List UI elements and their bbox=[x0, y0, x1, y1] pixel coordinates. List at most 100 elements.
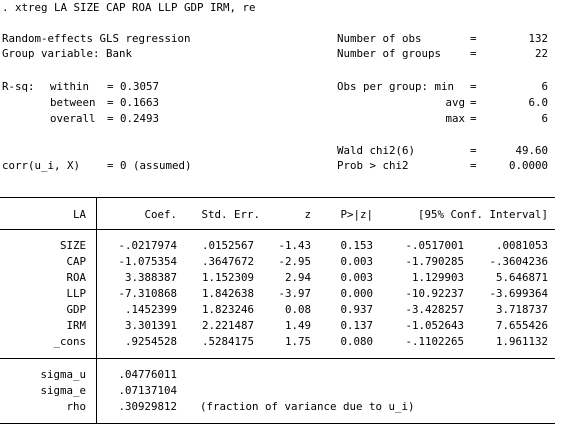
nobs-label: Number of obs bbox=[337, 32, 422, 45]
row-pvalue: 0.080 bbox=[340, 335, 373, 348]
row-z: 2.94 bbox=[284, 271, 311, 284]
rsq-between-value: = 0.1663 bbox=[107, 96, 160, 109]
table-header-rule bbox=[0, 229, 555, 230]
row-ci-low: -10.92237 bbox=[405, 287, 464, 300]
row-ci-high: 1.961132 bbox=[495, 335, 548, 348]
col-header-stderr: Std. Err. bbox=[201, 208, 260, 221]
row-z: 1.75 bbox=[284, 335, 311, 348]
row-coef: -.0217974 bbox=[118, 239, 177, 252]
row-stderr: .5284175 bbox=[201, 335, 254, 348]
col-header-pz: P>|z| bbox=[340, 208, 373, 221]
row-ci-high: 7.655426 bbox=[495, 319, 548, 332]
corr-label: corr(u_i, X) bbox=[2, 159, 81, 172]
row-z: -3.97 bbox=[278, 287, 311, 300]
wald-value: 49.60 bbox=[515, 144, 548, 157]
row-var: ROA bbox=[66, 271, 86, 284]
group-variable: Group variable: Bank bbox=[2, 47, 133, 60]
obs-avg-value: 6.0 bbox=[528, 96, 548, 109]
row-pvalue: 0.137 bbox=[340, 319, 373, 332]
row-var: _cons bbox=[53, 335, 86, 348]
row-pvalue: 0.000 bbox=[340, 287, 373, 300]
row-pvalue: 0.003 bbox=[340, 255, 373, 268]
sigma-u-value: .04776011 bbox=[118, 368, 177, 381]
table-column-divider bbox=[96, 197, 97, 423]
rsq-label: R-sq: bbox=[2, 80, 35, 93]
row-stderr: .3647672 bbox=[201, 255, 254, 268]
row-stderr: .0152567 bbox=[201, 239, 254, 252]
rsq-overall-label: overall bbox=[50, 112, 96, 125]
prob-label: Prob > chi2 bbox=[337, 159, 409, 172]
obs-avg-label: avg bbox=[445, 96, 465, 109]
row-coef: 3.301391 bbox=[124, 319, 177, 332]
row-z: -1.43 bbox=[278, 239, 311, 252]
row-ci-low: -1.052643 bbox=[405, 319, 464, 332]
command-line: . xtreg LA SIZE CAP ROA LLP GDP IRM, re bbox=[2, 1, 256, 14]
row-stderr: 2.221487 bbox=[201, 319, 254, 332]
row-ci-high: -.3604236 bbox=[489, 255, 548, 268]
rho-label: rho bbox=[66, 400, 86, 413]
row-coef: -1.075354 bbox=[118, 255, 177, 268]
model-title: Random-effects GLS regression bbox=[2, 32, 191, 45]
row-ci-low: -1.790285 bbox=[405, 255, 464, 268]
row-z: 0.08 bbox=[284, 303, 311, 316]
row-ci-high: -3.699364 bbox=[489, 287, 548, 300]
row-z: 1.49 bbox=[284, 319, 311, 332]
col-header-confint: [95% Conf. Interval] bbox=[417, 208, 548, 221]
obs-max-label: max bbox=[445, 112, 465, 125]
row-ci-low: -.0517001 bbox=[405, 239, 464, 252]
obs-min-label: Obs per group: min bbox=[337, 80, 455, 93]
row-ci-high: 3.718737 bbox=[495, 303, 548, 316]
col-header-z: z bbox=[304, 208, 311, 221]
row-stderr: 1.152309 bbox=[201, 271, 254, 284]
obs-min-equals: = bbox=[470, 80, 477, 93]
ngroups-value: 22 bbox=[534, 47, 548, 60]
obs-avg-equals: = bbox=[470, 96, 477, 109]
row-ci-low: 1.129903 bbox=[411, 271, 464, 284]
row-coef: -7.310868 bbox=[118, 287, 177, 300]
rho-note: (fraction of variance due to u_i) bbox=[200, 400, 415, 413]
nobs-equals: = bbox=[470, 32, 477, 45]
row-pvalue: 0.153 bbox=[340, 239, 373, 252]
row-var: CAP bbox=[66, 255, 86, 268]
row-coef: 3.388387 bbox=[124, 271, 177, 284]
table-mid-rule bbox=[0, 358, 555, 359]
prob-value: 0.0000 bbox=[508, 159, 548, 172]
table-bottom-rule bbox=[0, 423, 555, 424]
ngroups-equals: = bbox=[470, 47, 477, 60]
wald-label: Wald chi2(6) bbox=[337, 144, 416, 157]
row-ci-high: 5.646871 bbox=[495, 271, 548, 284]
row-stderr: 1.842638 bbox=[201, 287, 254, 300]
rsq-between-label: between bbox=[50, 96, 96, 109]
obs-max-value: 6 bbox=[541, 112, 548, 125]
row-ci-high: .0081053 bbox=[495, 239, 548, 252]
nobs-value: 132 bbox=[528, 32, 548, 45]
obs-max-equals: = bbox=[470, 112, 477, 125]
row-ci-low: -.1102265 bbox=[405, 335, 464, 348]
row-pvalue: 0.003 bbox=[340, 271, 373, 284]
wald-equals: = bbox=[470, 144, 477, 157]
obs-min-value: 6 bbox=[541, 80, 548, 93]
row-ci-low: -3.428257 bbox=[405, 303, 464, 316]
row-var: LLP bbox=[66, 287, 86, 300]
rsq-within-value: = 0.3057 bbox=[107, 80, 160, 93]
rsq-overall-value: = 0.2493 bbox=[107, 112, 160, 125]
col-header-var: LA bbox=[72, 208, 86, 221]
corr-value: = 0 (assumed) bbox=[107, 159, 192, 172]
row-pvalue: 0.937 bbox=[340, 303, 373, 316]
row-coef: .9254528 bbox=[124, 335, 177, 348]
row-coef: .1452399 bbox=[124, 303, 177, 316]
row-stderr: 1.823246 bbox=[201, 303, 254, 316]
table-top-rule bbox=[0, 197, 555, 198]
row-var: GDP bbox=[66, 303, 86, 316]
rsq-within-label: within bbox=[50, 80, 90, 93]
rho-value: .30929812 bbox=[118, 400, 177, 413]
sigma-e-value: .07137104 bbox=[118, 384, 177, 397]
row-var: SIZE bbox=[59, 239, 86, 252]
sigma-e-label: sigma_e bbox=[40, 384, 86, 397]
sigma-u-label: sigma_u bbox=[40, 368, 86, 381]
prob-equals: = bbox=[470, 159, 477, 172]
row-z: -2.95 bbox=[278, 255, 311, 268]
ngroups-label: Number of groups bbox=[337, 47, 442, 60]
col-header-coef: Coef. bbox=[144, 208, 177, 221]
row-var: IRM bbox=[66, 319, 86, 332]
